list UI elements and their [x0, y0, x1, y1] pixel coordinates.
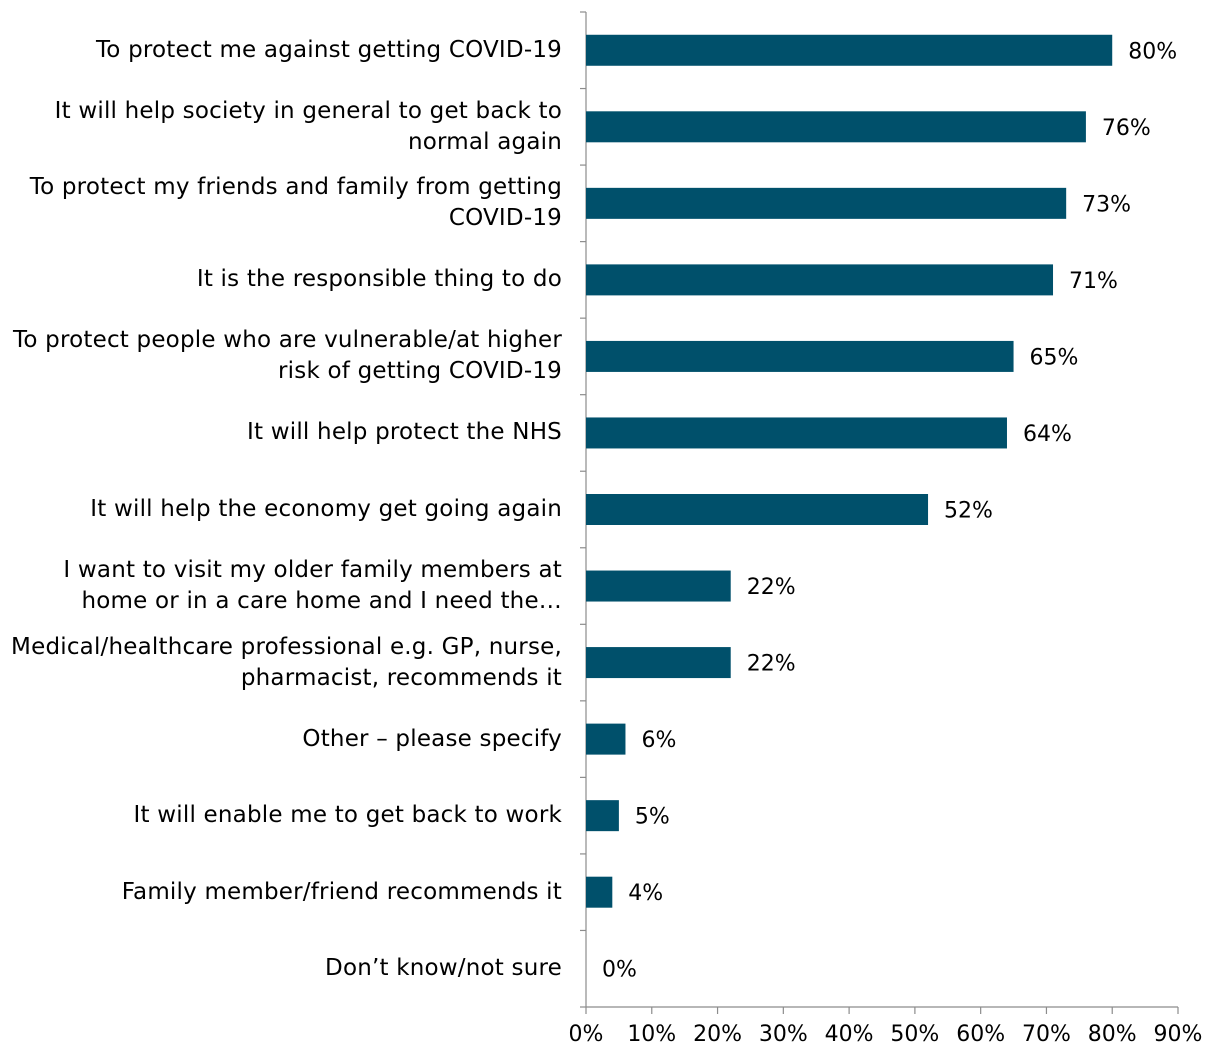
x-tick-label: 90% [1154, 1022, 1203, 1047]
bar [586, 187, 1067, 219]
x-tick-label: 40% [825, 1022, 874, 1047]
category-label: Don’t know/not sure [325, 955, 562, 982]
bar [586, 111, 1086, 143]
bar [586, 417, 1007, 449]
data-label: 76% [1102, 116, 1151, 141]
x-tick-label: 50% [890, 1022, 939, 1047]
category-label: It will help protect the NHS [247, 419, 562, 446]
data-label: 80% [1128, 39, 1177, 64]
data-label: 73% [1082, 192, 1131, 217]
bar [586, 876, 613, 908]
category-label: To protect my friends and family from ge… [29, 174, 562, 232]
data-label: 4% [628, 881, 663, 906]
category-label: I want to visit my older family members … [63, 557, 562, 615]
x-tick-label: 20% [693, 1022, 742, 1047]
category-label: It will help society in general to get b… [54, 97, 562, 155]
category-label: Medical/healthcare professional e.g. GP,… [11, 633, 562, 691]
bar [586, 800, 619, 832]
category-label: It will enable me to get back to work [133, 802, 562, 829]
data-label: 5% [635, 805, 670, 830]
data-label: 52% [944, 499, 993, 524]
category-label: It is the responsible thing to do [196, 266, 562, 293]
x-tick-label: 10% [627, 1022, 676, 1047]
bar [586, 340, 1014, 372]
bar [586, 264, 1054, 296]
bar [586, 723, 626, 755]
data-label: 64% [1023, 422, 1072, 447]
category-label: Other – please specify [302, 725, 562, 752]
category-label: To protect people who are vulnerable/at … [13, 327, 562, 385]
bar [586, 494, 929, 525]
x-tick-label: 0% [569, 1022, 604, 1047]
data-label: 65% [1030, 345, 1079, 370]
data-label: 71% [1069, 269, 1118, 294]
data-label: 22% [747, 652, 796, 677]
data-label: 22% [747, 575, 796, 600]
category-label: It will help the economy get going again [90, 496, 562, 522]
x-tick-label: 80% [1088, 1022, 1137, 1047]
category-label: Family member/friend recommends it [121, 878, 562, 905]
data-label: 6% [641, 728, 676, 753]
bar [586, 647, 731, 679]
category-label: To protect me against getting COVID-19 [95, 36, 562, 63]
x-tick-label: 30% [759, 1022, 808, 1047]
bar [586, 570, 731, 602]
x-tick-label: 70% [1022, 1022, 1071, 1047]
data-label: 0% [602, 958, 637, 983]
x-tick-label: 60% [956, 1022, 1005, 1047]
bar [586, 34, 1113, 66]
